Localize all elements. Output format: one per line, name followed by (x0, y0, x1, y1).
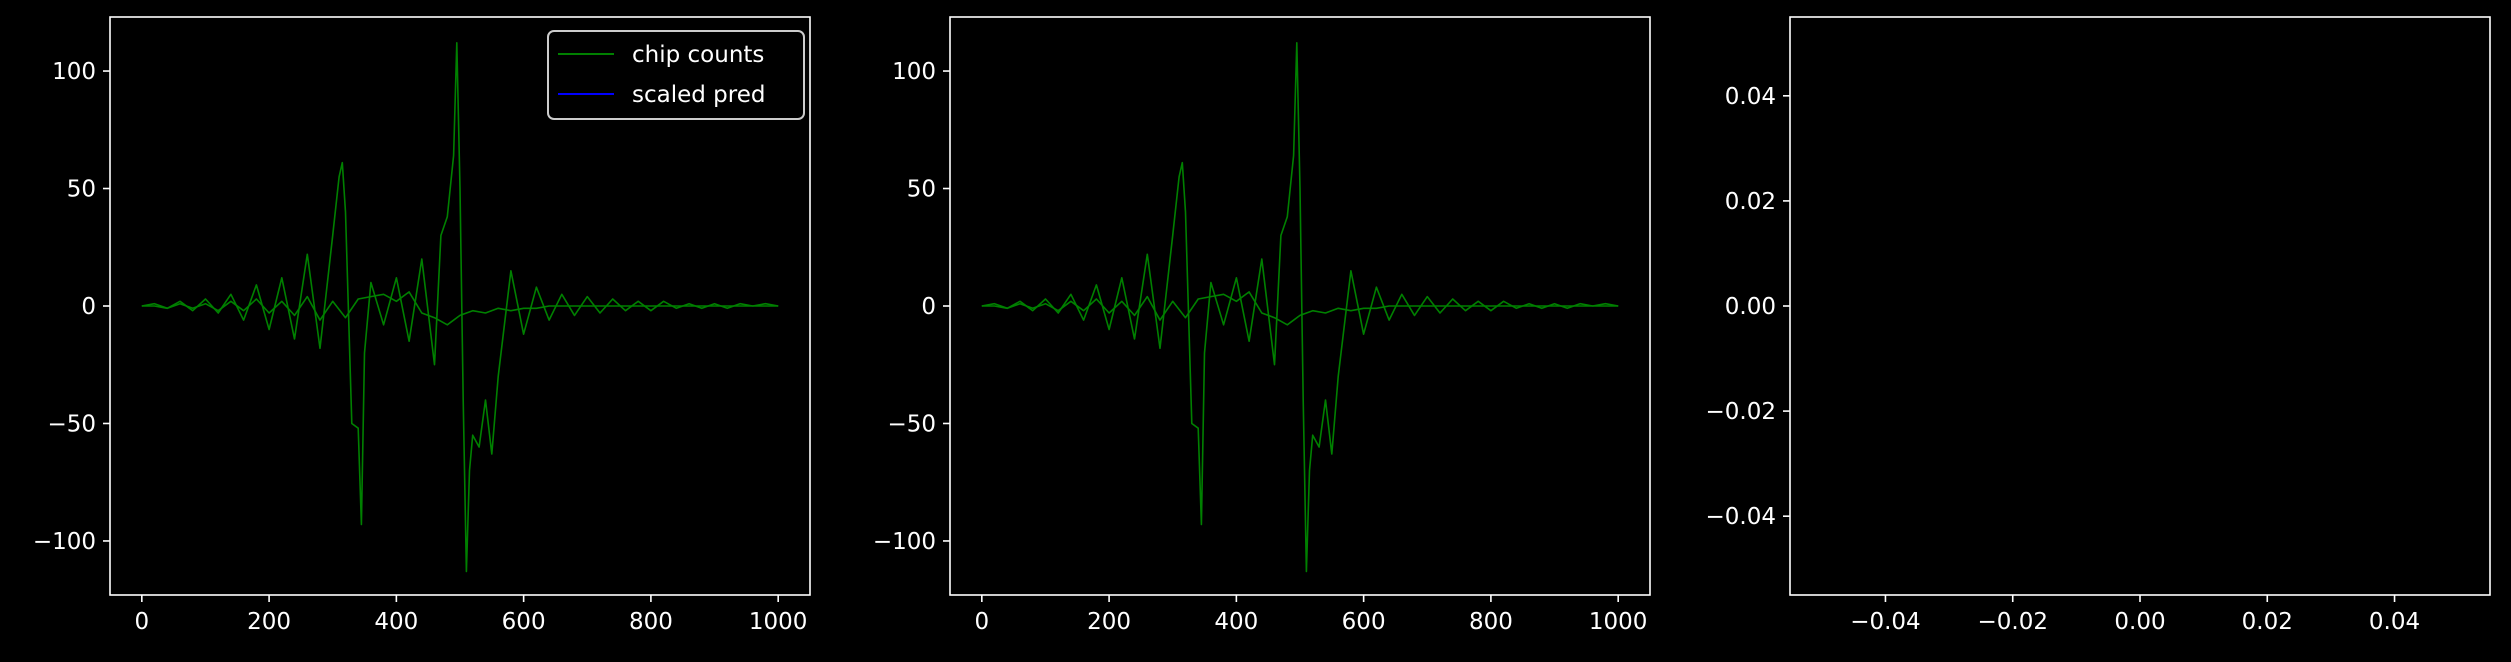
x-tick-label: 1000 (1589, 609, 1648, 635)
y-tick-label: −0.04 (1706, 504, 1776, 530)
y-tick-label: −50 (47, 411, 96, 437)
y-tick-label: 0.00 (1725, 294, 1776, 320)
x-tick-label: 0.04 (2369, 609, 2420, 635)
y-tick-label: −0.02 (1706, 399, 1776, 425)
x-tick-label: 0 (134, 609, 149, 635)
y-tick-label: 0.04 (1725, 84, 1776, 110)
y-tick-label: 100 (52, 59, 96, 85)
legend-label-chip-counts: chip counts (632, 42, 764, 68)
x-tick-label: 800 (629, 609, 673, 635)
x-tick-label: 200 (247, 609, 291, 635)
y-tick-label: −100 (873, 529, 936, 555)
x-tick-label: 200 (1087, 609, 1131, 635)
y-tick-label: 100 (892, 59, 936, 85)
x-tick-label: 800 (1469, 609, 1513, 635)
x-tick-label: −0.02 (1977, 609, 2047, 635)
y-tick-label: −100 (33, 529, 96, 555)
x-tick-label: 1000 (749, 609, 808, 635)
series-line-2 (981, 291, 1619, 326)
subplot-2: 0 200 400 600 800 1000 100 50 0 −50 −100 (873, 16, 1651, 635)
subplot-1-legend: chip counts scaled pred (547, 30, 805, 120)
x-tick-label: 0 (974, 609, 989, 635)
subplot-2-plot-area: 0 200 400 600 800 1000 100 50 0 −50 −100 (873, 16, 1651, 635)
subplot-3: −0.04 −0.02 0.00 0.02 0.04 0.04 0.02 0.00 −0.02 −… (1706, 16, 2491, 635)
x-tick-label: 400 (1214, 609, 1258, 635)
x-tick-label: 400 (374, 609, 418, 635)
y-tick-label: 0.02 (1725, 189, 1776, 215)
x-tick-label: 600 (502, 609, 546, 635)
y-tick-label: −50 (887, 411, 936, 437)
x-tick-label: 0.00 (2114, 609, 2165, 635)
y-tick-label: 0 (921, 294, 936, 320)
x-tick-label: −0.04 (1850, 609, 1920, 635)
subplot-1: 0 200 400 600 800 1000 100 50 0 −50 −100 chip coun… (33, 16, 811, 635)
subplot-1-plot-area: 0 200 400 600 800 1000 100 50 0 −50 −100 (33, 16, 811, 635)
y-tick-label: 0 (81, 294, 96, 320)
y-tick-label: 50 (907, 177, 936, 203)
y-tick-label: 50 (67, 177, 96, 203)
subplot-3-plot-area: −0.04 −0.02 0.00 0.02 0.04 0.04 0.02 0.00 −0.02 −… (1706, 16, 2491, 635)
x-tick-label: 0.02 (2242, 609, 2293, 635)
x-tick-label: 600 (1342, 609, 1386, 635)
legend-label-scaled-pred: scaled pred (632, 82, 765, 108)
series-line-2 (141, 291, 779, 326)
